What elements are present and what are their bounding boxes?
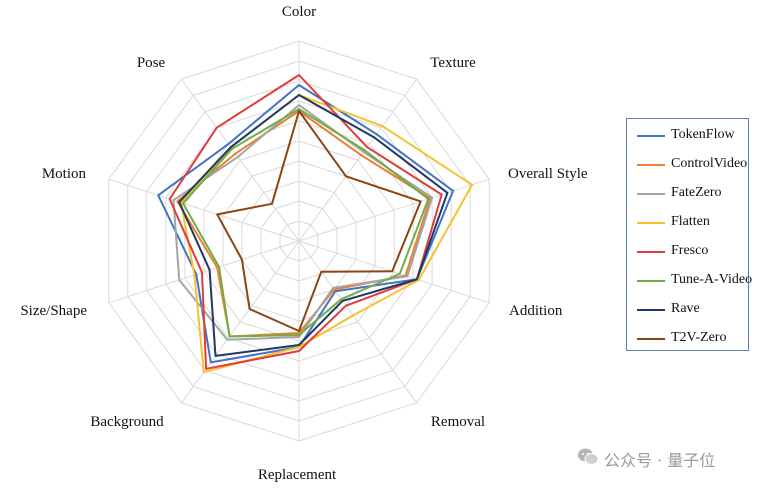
legend-swatch	[637, 164, 665, 166]
legend-swatch	[637, 251, 665, 253]
axis-label-pose: Pose	[137, 55, 166, 71]
legend-label: FateZero	[671, 185, 722, 200]
series-t2v-zero	[216, 110, 422, 332]
axis-spoke	[298, 78, 418, 242]
axis-label-replacement: Replacement	[258, 467, 337, 483]
legend-item: ControlVideo	[627, 155, 748, 175]
legend-swatch	[637, 309, 665, 311]
legend-item: Tune-A-Video	[627, 271, 752, 291]
radar-spokes	[108, 41, 490, 441]
legend-label: Tune-A-Video	[671, 272, 753, 287]
legend-label: ControlVideo	[671, 156, 748, 171]
legend-swatch	[637, 193, 665, 195]
legend-item: Flatten	[627, 213, 748, 233]
series-tune-a-video	[182, 108, 430, 338]
axis-label-motion: Motion	[42, 166, 87, 182]
series-rave	[178, 94, 449, 357]
axis-label-color: Color	[282, 4, 316, 20]
axis-spoke	[108, 178, 300, 242]
axis-spoke	[298, 178, 490, 242]
legend-swatch	[637, 222, 665, 224]
legend-item: Fresco	[627, 242, 748, 262]
series-flatten	[180, 94, 474, 374]
wechat-icon	[578, 448, 599, 465]
watermark-text: 公众号 · 量子位	[604, 451, 716, 470]
axis-label-addition: Addition	[509, 303, 563, 319]
axis-spoke	[180, 78, 300, 242]
axis-label-texture: Texture	[430, 55, 476, 71]
axis-label-overall-style: Overall Style	[508, 166, 588, 182]
legend-item: T2V-Zero	[627, 329, 748, 349]
axis-spoke	[180, 240, 300, 404]
legend-item: TokenFlow	[627, 126, 748, 146]
axis-label-size-shape: Size/Shape	[20, 303, 87, 319]
series-tokenflow	[157, 84, 455, 364]
legend-swatch	[637, 280, 665, 282]
axis-label-removal: Removal	[431, 414, 485, 430]
legend-item: FateZero	[627, 184, 748, 204]
axis-labels: Color Texture Overall Style Addition Removal…	[20, 4, 588, 483]
legend-swatch	[637, 338, 665, 340]
radar-series	[157, 74, 474, 374]
axis-spoke	[298, 240, 490, 304]
legend-swatch	[637, 135, 665, 137]
legend-item: Rave	[627, 300, 748, 320]
axis-label-background: Background	[90, 414, 164, 430]
legend-label: Rave	[671, 301, 700, 316]
legend-label: TokenFlow	[671, 127, 735, 142]
chart-legend: TokenFlow ControlVideo FateZero Flatten Fres…	[626, 118, 752, 351]
legend-label: Fresco	[671, 243, 709, 258]
legend-label: Flatten	[671, 214, 710, 229]
legend-label: T2V-Zero	[671, 330, 727, 345]
axis-spoke	[108, 240, 300, 304]
axis-spoke	[298, 240, 418, 404]
series-fresco	[168, 74, 443, 370]
